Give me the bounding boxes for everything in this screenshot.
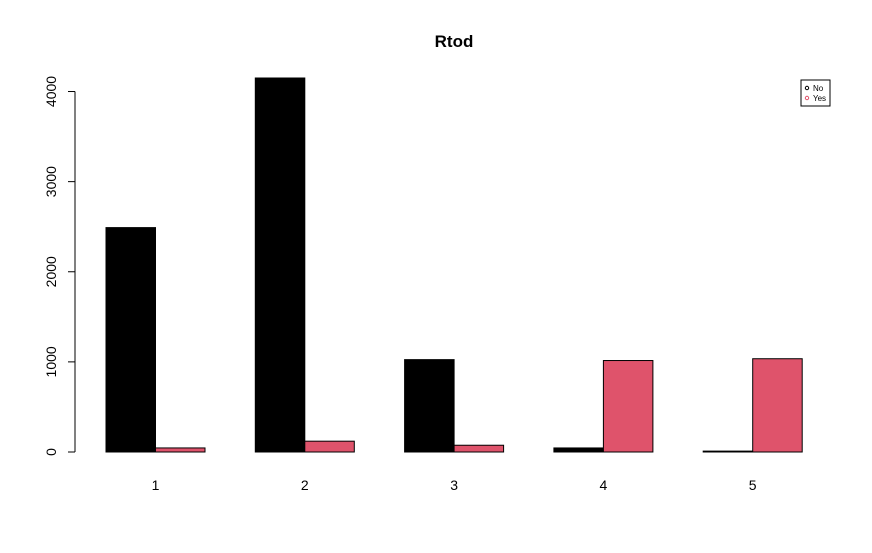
bar-yes-3 bbox=[453, 444, 505, 453]
legend-marker-yes bbox=[804, 95, 810, 101]
legend-label-yes: Yes bbox=[813, 94, 826, 103]
y-tick-label: 3000 bbox=[43, 166, 59, 197]
legend-label-no: No bbox=[813, 84, 824, 93]
y-tick-label: 2000 bbox=[43, 256, 59, 287]
chart-title: Rtod bbox=[435, 32, 474, 51]
x-tick-label: 3 bbox=[450, 477, 458, 493]
bar-no-5 bbox=[702, 450, 754, 453]
y-tick-label: 1000 bbox=[43, 346, 59, 377]
bar-no-4 bbox=[553, 447, 604, 453]
bar-yes-1 bbox=[155, 447, 206, 453]
bars bbox=[105, 77, 803, 453]
legend-marker-no bbox=[804, 85, 810, 91]
bar-yes-2 bbox=[304, 440, 355, 453]
x-axis-labels: 1 2 3 4 5 bbox=[152, 477, 757, 493]
legend-box bbox=[800, 79, 831, 107]
x-tick-label: 5 bbox=[749, 477, 757, 493]
bar-no-1 bbox=[105, 227, 156, 453]
y-axis: 0 1000 2000 3000 4000 bbox=[43, 76, 76, 456]
y-tick-label: 0 bbox=[43, 448, 59, 456]
x-tick-label: 2 bbox=[301, 477, 309, 493]
bar-no-3 bbox=[404, 359, 455, 453]
bar-yes-4 bbox=[602, 360, 654, 453]
bar-no-2 bbox=[254, 77, 306, 453]
y-tick-label: 4000 bbox=[43, 76, 59, 107]
x-tick-label: 1 bbox=[152, 477, 160, 493]
bar-yes-5 bbox=[752, 358, 803, 453]
x-tick-label: 4 bbox=[600, 477, 608, 493]
